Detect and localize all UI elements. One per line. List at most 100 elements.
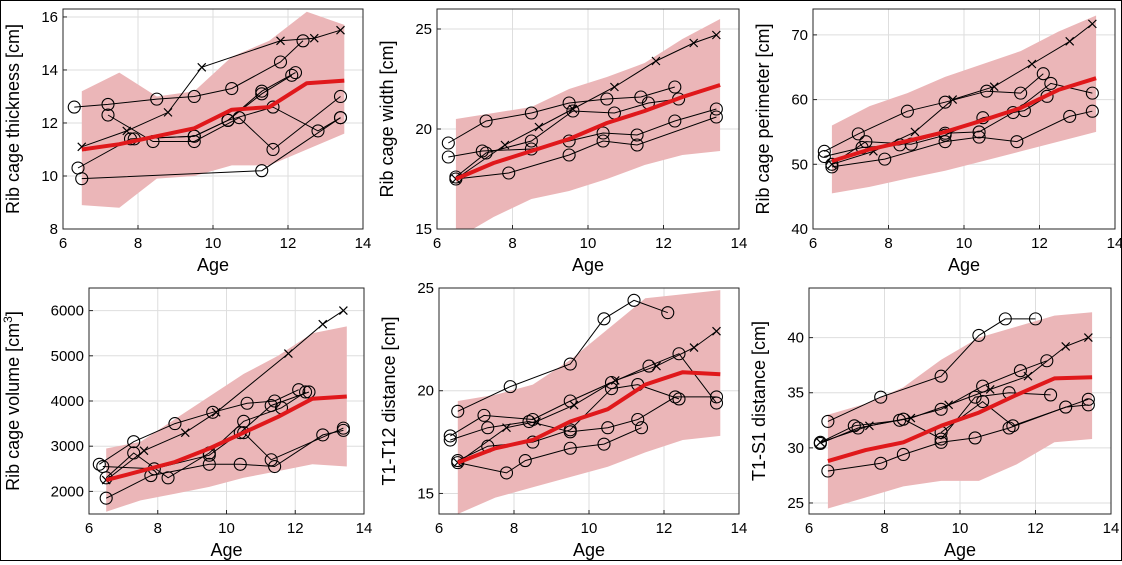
series-line-2	[827, 318, 1036, 422]
data-point-x	[211, 407, 221, 417]
y-tick-label: 16	[41, 9, 58, 26]
data-point-circle	[296, 34, 310, 48]
x-tick-label: 12	[1027, 520, 1044, 537]
data-point-circle	[630, 128, 644, 142]
series-line-3	[450, 353, 717, 437]
data-point-x	[1065, 36, 1075, 46]
data-point-circle	[150, 92, 164, 106]
data-point-circle	[168, 417, 182, 431]
data-point-x	[1027, 59, 1037, 69]
y-tick-label: 15	[415, 221, 432, 238]
data-point-circle	[976, 395, 990, 409]
data-point-circle	[1014, 86, 1028, 100]
x-tick-label: 8	[508, 235, 516, 252]
data-point-circle	[443, 429, 457, 443]
data-point-circle	[642, 359, 656, 373]
data-point-circle	[1013, 364, 1027, 378]
data-point-circle	[976, 379, 990, 393]
x-tick-label: 6	[805, 520, 813, 537]
data-point-circle	[934, 432, 948, 446]
data-point-x	[651, 56, 661, 66]
y-tick-label: 35	[787, 385, 804, 402]
x-tick-label: 14	[1107, 235, 1121, 252]
y-tick-label: 40	[787, 330, 804, 347]
data-point-circle	[631, 412, 645, 427]
plot-area	[443, 290, 724, 514]
data-point-circle	[336, 421, 350, 435]
data-point-circle	[566, 104, 580, 118]
x-tick-label: 6	[435, 520, 443, 537]
y-tick-label: 30	[787, 440, 804, 457]
data-point-circle	[92, 457, 106, 471]
data-point-circle	[1085, 104, 1099, 118]
data-point-circle	[127, 446, 141, 460]
x-axis-label: Age	[948, 255, 980, 275]
data-point-circle	[127, 435, 141, 449]
data-point-circle	[672, 392, 686, 406]
data-point-circle	[563, 357, 577, 371]
data-point-x	[948, 95, 958, 105]
data-point-circle	[443, 433, 457, 447]
data-point-circle	[668, 390, 682, 404]
data-point-circle	[968, 431, 982, 445]
y-tick-label: 70	[791, 27, 808, 44]
data-point-circle	[264, 453, 278, 467]
data-point-x	[689, 38, 699, 48]
data-point-circle	[522, 414, 536, 429]
data-point-circle	[874, 390, 888, 404]
x-tick-label: 14	[731, 235, 748, 252]
data-point-circle	[237, 426, 251, 440]
series-line-3	[448, 108, 717, 158]
y-axis-label: Rib cage perimeter [cm]	[753, 23, 773, 214]
data-point-circle	[859, 135, 873, 149]
x-axis-label: Age	[573, 540, 605, 560]
x-tick-label: 14	[1103, 520, 1120, 537]
x-tick-label: 6	[59, 235, 67, 252]
y-axis-label: T1-S1 distance [cm]	[749, 321, 769, 481]
data-point-circle	[847, 419, 861, 433]
data-point-circle	[851, 127, 865, 141]
data-point-circle	[187, 89, 201, 104]
data-point-circle	[225, 81, 239, 96]
confidence-band	[831, 15, 1097, 194]
data-point-circle	[481, 421, 495, 435]
y-tick-label: 12	[41, 115, 58, 132]
plot-area	[813, 312, 1095, 509]
data-point-circle	[1044, 76, 1058, 90]
data-point-circle	[597, 312, 611, 326]
data-point-x	[309, 33, 319, 43]
series-line-5	[105, 391, 306, 479]
series-line-2	[448, 86, 675, 144]
data-point-circle	[630, 138, 644, 152]
data-point-circle	[672, 347, 686, 361]
y-tick-label: 25	[415, 21, 432, 38]
series-line-6	[457, 384, 680, 462]
data-point-circle	[524, 106, 538, 120]
data-point-x	[1087, 19, 1097, 29]
y-tick-label: 15	[417, 485, 434, 502]
chart-panel-3: 6 8 10 12 14 40 50 60 70 Age Rib cage perimeter [c…	[753, 8, 1122, 275]
y-tick-label: 40	[791, 221, 808, 238]
x-tick-label: 10	[952, 520, 969, 537]
data-point-x	[534, 122, 544, 132]
x-tick-label: 6	[85, 520, 93, 537]
y-tick-label: 5000	[51, 348, 84, 365]
series-line-1	[455, 34, 717, 180]
data-point-x	[318, 319, 328, 329]
data-point-circle	[813, 436, 827, 450]
data-point-x	[610, 82, 619, 92]
data-point-circle	[896, 412, 910, 426]
data-point-circle	[441, 136, 455, 150]
data-point-circle	[75, 172, 89, 186]
y-tick-label: 25	[787, 495, 804, 512]
y-tick-label: 6000	[51, 303, 84, 320]
data-point-circle	[101, 108, 115, 122]
data-point-circle	[896, 447, 910, 462]
data-point-circle	[562, 148, 576, 162]
data-point-circle	[874, 456, 888, 470]
y-axis-label: Rib cage width [cm]	[377, 40, 397, 197]
series-line-6	[243, 427, 344, 461]
data-point-x	[276, 36, 285, 46]
data-point-circle	[934, 369, 948, 383]
data-point-circle	[1010, 135, 1024, 149]
